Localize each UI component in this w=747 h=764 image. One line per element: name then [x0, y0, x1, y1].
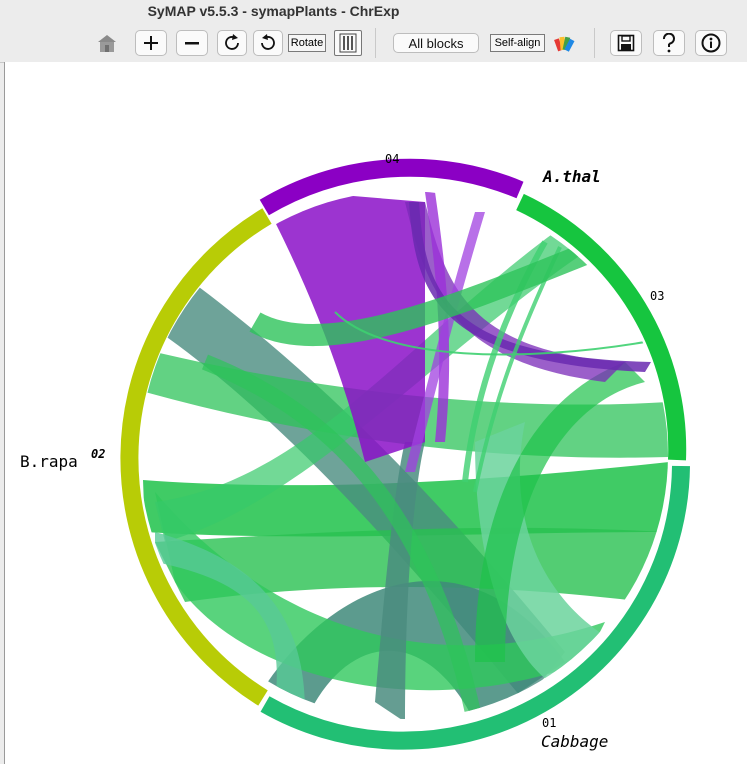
synteny-ribbon	[334, 311, 646, 356]
chromosome-label-03: 03	[650, 289, 665, 303]
synteny-ribbon	[425, 192, 450, 442]
plus-icon	[144, 36, 158, 50]
synteny-ribbon	[475, 362, 645, 662]
chromosome-label-02: 02	[91, 447, 106, 461]
rotate-counterclockwise-icon	[261, 34, 275, 50]
synteny-ribbons	[143, 192, 668, 719]
save-button[interactable]	[610, 30, 642, 56]
all-blocks-button[interactable]: All blocks	[393, 33, 479, 53]
info-button[interactable]	[695, 30, 727, 56]
chromosome-label-04: 04	[385, 152, 400, 166]
rotate-clockwise-button[interactable]	[217, 30, 247, 56]
rotate-button[interactable]: Rotate	[288, 34, 326, 52]
species-label-athal: A.thal	[543, 167, 601, 186]
help-button[interactable]	[653, 30, 685, 56]
toolbar-separator	[375, 28, 376, 58]
chromosome-label-01: 01	[542, 716, 557, 730]
synteny-ribbon	[155, 232, 585, 542]
window-title: SyMAP v5.5.3 - symapPlants - ChrExp	[147, 3, 400, 19]
blocks-toggle-icon	[339, 33, 357, 53]
synteny-ribbon	[405, 212, 485, 472]
save-icon	[617, 34, 635, 52]
toolbar: Rotate All blocks Self-align	[0, 24, 747, 63]
info-icon	[701, 33, 721, 53]
synteny-ribbon	[249, 241, 595, 346]
home-button[interactable]	[92, 30, 122, 56]
chromosome-arc-04[interactable]	[259, 158, 524, 216]
synteny-ribbon	[375, 442, 425, 719]
rotate-counterclockwise-button[interactable]	[253, 30, 283, 56]
rotate-clockwise-icon	[225, 34, 239, 50]
chromosome-arcs	[120, 158, 690, 750]
zoom-out-button[interactable]	[176, 30, 208, 56]
synteny-ribbon	[155, 492, 605, 691]
chromosome-arc-02[interactable]	[120, 208, 272, 706]
help-icon	[663, 33, 675, 53]
synteny-ribbon	[202, 354, 483, 719]
minus-icon	[185, 42, 199, 45]
blocks-toggle-button[interactable]	[334, 30, 362, 56]
circle-view-canvas[interactable]: 04 A.thal 03 B.rapa 02 01 Cabbage	[4, 62, 747, 764]
window-title-bar: SyMAP v5.5.3 - symapPlants - ChrExp	[0, 0, 747, 24]
species-label-brapa: B.rapa	[20, 452, 78, 471]
toolbar-separator	[594, 28, 595, 58]
color-palette-button[interactable]	[550, 30, 578, 56]
chromosome-arc-01[interactable]	[260, 465, 690, 750]
chromosome-circle-plot[interactable]	[5, 62, 747, 764]
home-icon	[98, 35, 116, 52]
zoom-in-button[interactable]	[135, 30, 167, 56]
species-label-cabbage: Cabbage	[541, 732, 609, 751]
synteny-ribbon	[409, 202, 651, 372]
chromosome-arc-03[interactable]	[516, 193, 687, 461]
color-palette-icon	[554, 36, 575, 52]
self-align-button[interactable]: Self-align	[490, 34, 545, 52]
